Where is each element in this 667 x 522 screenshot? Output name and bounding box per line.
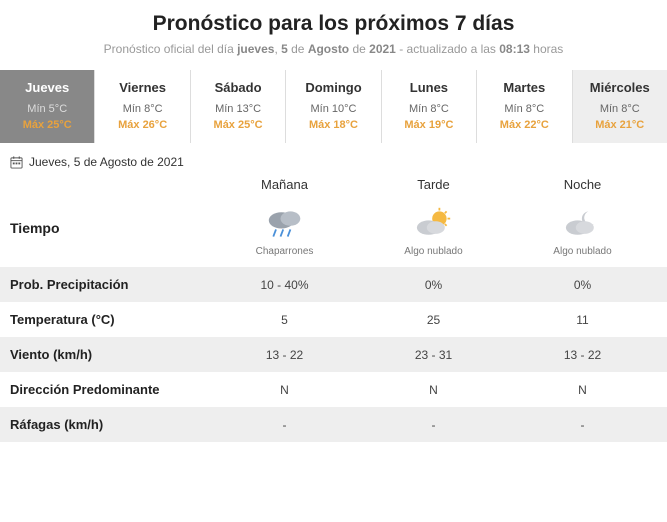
day-min-temp: Mín 8°C: [481, 103, 567, 115]
row-label: Temperatura (°C): [10, 312, 210, 327]
row-value: 13 - 22: [508, 348, 657, 362]
weather-caption-morning: Chaparrones: [210, 246, 359, 257]
table-row: Ráfagas (km/h)---: [0, 407, 667, 442]
day-name: Miércoles: [577, 80, 663, 95]
table-row: Temperatura (°C)52511: [0, 302, 667, 337]
day-name: Lunes: [386, 80, 472, 95]
subtitle-hours: horas: [530, 42, 563, 56]
period-night: Noche: [508, 177, 657, 192]
weather-row: Tiempo Chaparrones Algo nublado: [0, 198, 667, 267]
subtitle-prefix: Pronóstico oficial del día: [104, 42, 237, 56]
day-name: Viernes: [99, 80, 185, 95]
periods-header: Mañana Tarde Noche: [0, 177, 667, 198]
table-row: Dirección PredominanteNNN: [0, 372, 667, 407]
day-max-temp: Máx 26°C: [99, 119, 185, 131]
day-min-temp: Mín 10°C: [290, 103, 376, 115]
day-max-temp: Máx 21°C: [577, 119, 663, 131]
row-value: 25: [359, 313, 508, 327]
weather-morning: Chaparrones: [210, 206, 359, 257]
day-min-temp: Mín 8°C: [99, 103, 185, 115]
day-name: Sábado: [195, 80, 281, 95]
day-max-temp: Máx 18°C: [290, 119, 376, 131]
day-max-temp: Máx 19°C: [386, 119, 472, 131]
row-label: Ráfagas (km/h): [10, 417, 210, 432]
day-tab-4[interactable]: Lunes Mín 8°C Máx 19°C: [382, 70, 477, 143]
period-morning: Mañana: [210, 177, 359, 192]
row-value: 10 - 40%: [210, 278, 359, 292]
row-value: -: [359, 418, 508, 432]
subtitle-year: 2021: [369, 42, 396, 56]
row-label: Prob. Precipitación: [10, 277, 210, 292]
subtitle-updated: - actualizado a las: [396, 42, 499, 56]
day-name: Jueves: [4, 80, 90, 95]
row-value: 0%: [359, 278, 508, 292]
day-tab-0[interactable]: Jueves Mín 5°C Máx 25°C: [0, 70, 95, 143]
selected-date-text: Jueves, 5 de Agosto de 2021: [29, 155, 184, 169]
subtitle-de2: de: [349, 42, 369, 56]
day-max-temp: Máx 22°C: [481, 119, 567, 131]
table-row: Viento (km/h)13 - 2223 - 3113 - 22: [0, 337, 667, 372]
row-value: N: [210, 383, 359, 397]
row-value: N: [508, 383, 657, 397]
row-value: 11: [508, 313, 657, 327]
day-min-temp: Mín 8°C: [577, 103, 663, 115]
forecast-subtitle: Pronóstico oficial del día jueves, 5 de …: [0, 42, 667, 70]
calendar-icon: [10, 156, 23, 169]
row-label: Viento (km/h): [10, 347, 210, 362]
rain-icon: [263, 206, 307, 242]
day-max-temp: Máx 25°C: [4, 119, 90, 131]
period-afternoon: Tarde: [359, 177, 508, 192]
weather-caption-night: Algo nublado: [508, 246, 657, 257]
day-name: Martes: [481, 80, 567, 95]
day-name: Domingo: [290, 80, 376, 95]
day-tab-6[interactable]: Miércoles Mín 8°C Máx 21°C: [573, 70, 667, 143]
subtitle-daynum: 5: [281, 42, 288, 56]
weather-caption-afternoon: Algo nublado: [359, 246, 508, 257]
row-value: -: [210, 418, 359, 432]
day-max-temp: Máx 25°C: [195, 119, 281, 131]
day-tab-2[interactable]: Sábado Mín 13°C Máx 25°C: [191, 70, 286, 143]
subtitle-de1: de: [288, 42, 308, 56]
day-tabs: Jueves Mín 5°C Máx 25°C Viernes Mín 8°C Máx 2…: [0, 70, 667, 143]
row-label: Dirección Predominante: [10, 382, 210, 397]
day-tab-3[interactable]: Domingo Mín 10°C Máx 18°C: [286, 70, 381, 143]
row-value: 23 - 31: [359, 348, 508, 362]
row-value: 5: [210, 313, 359, 327]
subtitle-time: 08:13: [499, 42, 530, 56]
day-tab-5[interactable]: Martes Mín 8°C Máx 22°C: [477, 70, 572, 143]
weather-night: Algo nublado: [508, 206, 657, 257]
subtitle-month: Agosto: [308, 42, 349, 56]
row-value: -: [508, 418, 657, 432]
weather-afternoon: Algo nublado: [359, 206, 508, 257]
day-min-temp: Mín 5°C: [4, 103, 90, 115]
selected-date-line: Jueves, 5 de Agosto de 2021: [0, 143, 667, 177]
day-min-temp: Mín 8°C: [386, 103, 472, 115]
cloudy-night-icon: [561, 206, 605, 242]
partly-sunny-icon: [412, 206, 456, 242]
row-value: 0%: [508, 278, 657, 292]
subtitle-day: jueves: [237, 42, 274, 56]
day-min-temp: Mín 13°C: [195, 103, 281, 115]
day-tab-1[interactable]: Viernes Mín 8°C Máx 26°C: [95, 70, 190, 143]
page-title: Pronóstico para los próximos 7 días: [0, 0, 667, 42]
table-row: Prob. Precipitación10 - 40%0%0%: [0, 267, 667, 302]
row-value: 13 - 22: [210, 348, 359, 362]
weather-label: Tiempo: [10, 206, 210, 236]
row-value: N: [359, 383, 508, 397]
